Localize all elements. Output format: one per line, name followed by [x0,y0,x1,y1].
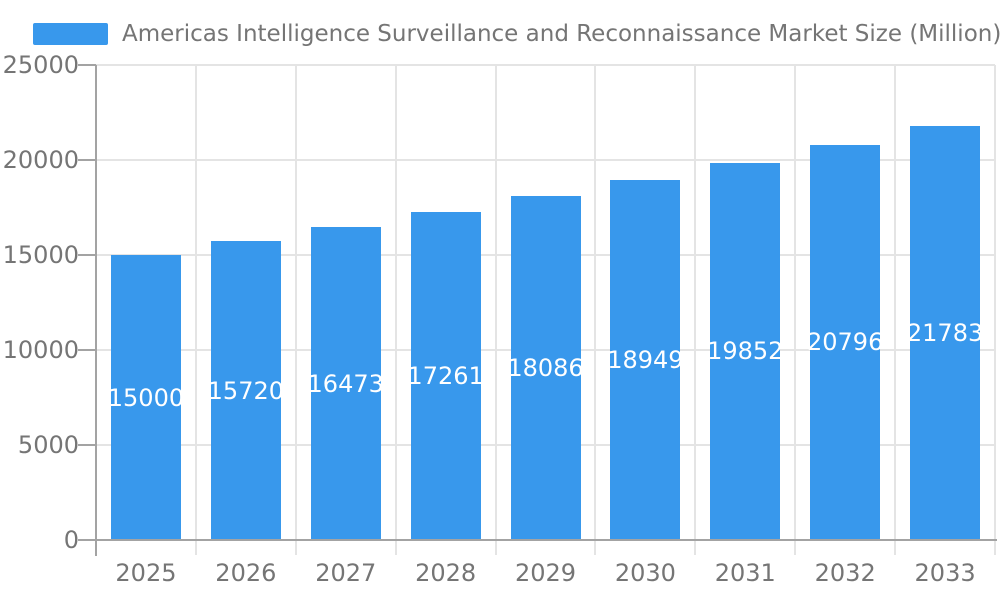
bar-column-2031: 19852 [695,65,795,540]
gridline-x-2033 [994,65,996,555]
x-tick-label-2032: 2032 [814,559,876,587]
bar-value-label: 17261 [407,362,484,391]
bar-2025[interactable]: 15000 [107,255,185,540]
bar-column-2029: 18086 [496,65,596,540]
bar-column-2027: 16473 [296,65,396,540]
bar-column-2030: 18949 [595,65,695,540]
x-tick-label-2029: 2029 [514,559,577,587]
gridline-y-20000 [96,159,995,161]
bar-column-2033: 21783 [895,65,995,540]
bar-2026[interactable]: 15720 [207,241,285,540]
x-tick-label-2030: 2030 [614,559,676,587]
x-tick-label-2033: 2033 [914,559,976,587]
gridline-x-2029 [594,65,597,555]
x-tick-label-2026: 2026 [215,559,277,587]
y-tick-label: 25000 [2,51,79,79]
gridline-y-25000 [96,64,995,66]
bar-value-label: 16473 [307,369,384,398]
x-tick-label-2031: 2031 [714,559,776,587]
y-tick-15000 [78,254,96,256]
gridline-x-2030 [694,65,697,555]
x-tick-label-2025: 2025 [115,559,177,587]
bar-2030[interactable]: 18949 [607,179,684,540]
gridline-x-2028 [494,65,497,555]
bar-column-2032: 20796 [795,65,895,540]
x-tick-label-2028: 2028 [415,559,477,587]
bar-value-label: 21783 [906,319,984,348]
bar-value-label: 15000 [107,383,185,412]
y-tick-25000 [78,64,96,66]
bar-2029[interactable]: 18086 [507,196,584,540]
x-axis-line [78,539,997,541]
plot-area: 0 5000 10000 15000 20000 25000 15000 15720 1647… [3,53,997,587]
y-tick-label: 10000 [2,336,79,364]
y-tick-label: 20000 [2,146,79,174]
bar-value-label: 15720 [207,376,285,405]
y-tick-5000 [78,444,96,446]
y-tick-label: 5000 [17,431,79,459]
gridline-x-2026 [294,65,297,555]
gridline-x-2031 [794,65,797,555]
bar-column-2026: 15720 [196,65,296,540]
bar-value-label: 19852 [707,337,784,366]
bar-value-label: 18086 [507,354,584,383]
y-tick-10000 [78,349,96,351]
y-tick-20000 [78,159,96,161]
bar-2031[interactable]: 19852 [707,162,784,540]
bar-2027[interactable]: 16473 [307,227,384,540]
x-axis-labels: 2025 2026 2027 2028 2029 2030 2031 2032 2033 [96,559,995,588]
bar-2032[interactable]: 20796 [806,144,884,540]
chart-title: Americas Intelligence Surveillance and R… [122,21,1000,47]
gridline-x-2027 [394,65,397,555]
bar-2033[interactable]: 21783 [906,126,984,540]
y-tick-label: 15000 [2,241,79,269]
y-tick-label: 0 [63,526,79,554]
gridline-x-2025 [194,65,197,555]
bar-2028[interactable]: 17261 [407,212,484,540]
gridline-x-2032 [894,65,897,555]
bar-column-2028: 17261 [396,65,496,540]
legend-swatch[interactable] [33,23,108,45]
y-axis-line [95,65,97,556]
bar-series: 15000 15720 16473 17261 18086 18949 19852 20796… [96,65,995,540]
bar-column-2025: 15000 [96,65,196,540]
x-tick-label-2027: 2027 [315,559,377,587]
bar-value-label: 18949 [607,345,684,374]
bar-value-label: 20796 [806,328,884,357]
chart-legend[interactable]: Americas Intelligence Surveillance and R… [33,21,1000,47]
